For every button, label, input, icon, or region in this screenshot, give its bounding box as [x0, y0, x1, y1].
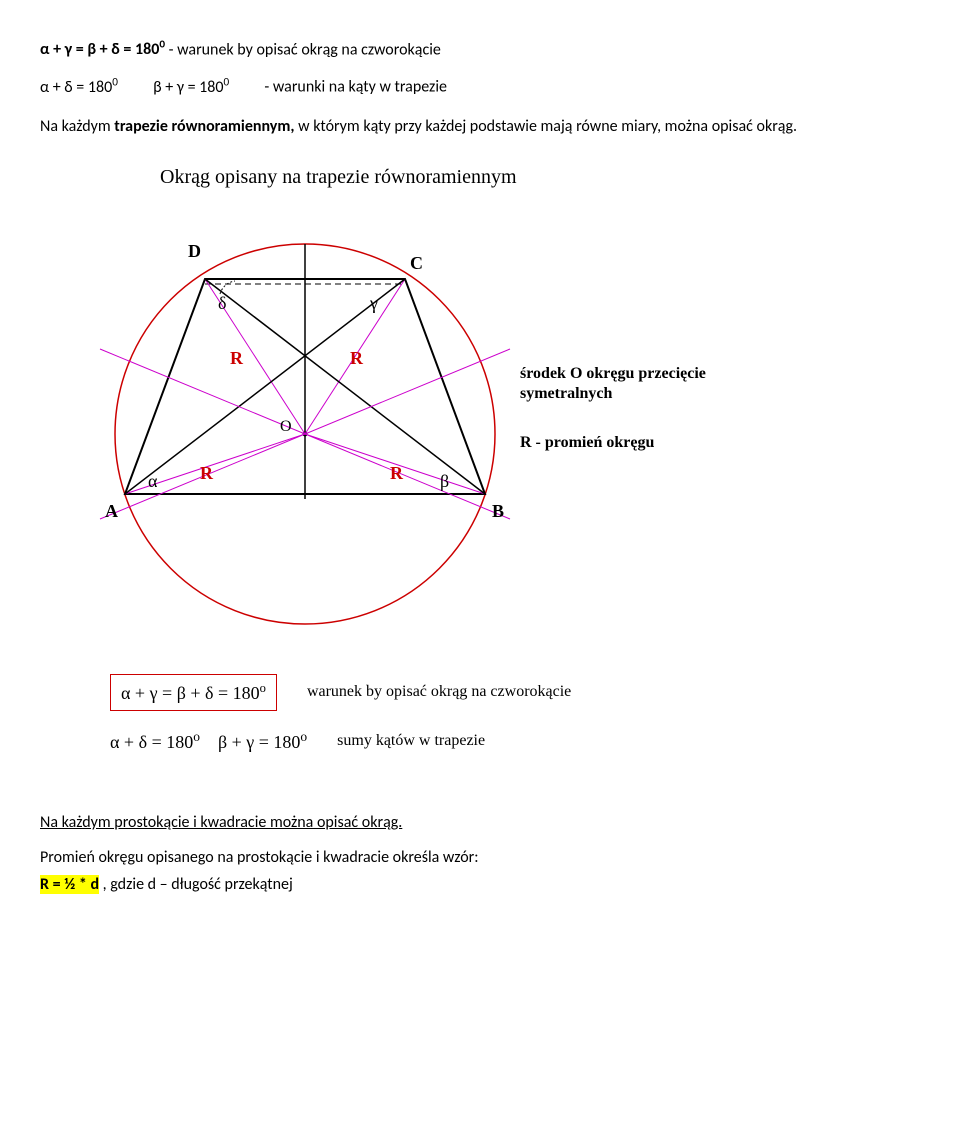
eq-row2-text: sumy kątów w trapezie [337, 732, 485, 750]
diagram-title: Okrąg opisany na trapezie równoramiennym [160, 166, 920, 189]
footer-formula: R = ½ * d [40, 875, 99, 894]
footer-formula-line: R = ½ * d , gdzie d – długość przekątnej [40, 875, 920, 894]
line2: α + δ = 1800 β + γ = 1800 - warunki na k… [40, 75, 920, 96]
eq-row1-text: warunek by opisać okrąg na czworokącie [307, 683, 571, 701]
eq-row-2: α + δ = 180o β + γ = 180o sumy kątów w t… [110, 729, 920, 753]
para1: Na każdym trapezie równoramiennym, w któ… [40, 117, 920, 136]
header-desc: - warunek by opisać okrąg na czworokącie [169, 40, 441, 59]
diagonal-AC [125, 279, 405, 494]
header-formula-line: α + γ = β + δ = 1800 - warunek by opisać… [40, 38, 920, 59]
label-C: C [410, 253, 423, 273]
label-D: D [188, 241, 201, 261]
footer-tail: , gdzie d – długość przekątnej [99, 875, 293, 894]
diagonal-BD [205, 279, 485, 494]
label-R3: R [200, 463, 214, 483]
eq-row2-mid: β + γ = 180o [218, 729, 307, 753]
equation-block: α + γ = β + δ = 180o warunek by opisać o… [110, 674, 920, 753]
line2-left: α + δ = 1800 [40, 78, 121, 97]
line2-desc: - warunki na kąty w trapezie [264, 78, 447, 97]
label-gamma: γ [369, 293, 378, 313]
label-R2: R [350, 348, 364, 368]
diagram-svg: A B C D O α β γ δ R R R R [40, 199, 600, 629]
eq-row2-left: α + δ = 180o [110, 729, 200, 753]
label-beta: β [440, 471, 449, 491]
line2-mid: β + γ = 1800 [153, 78, 233, 97]
diagram-section: Okrąg opisany na trapezie równoramiennym… [40, 166, 920, 634]
footer-line1: Na każdym prostokącie i kwadracie można … [40, 813, 920, 832]
label-delta: δ [218, 293, 226, 313]
eq-box: α + γ = β + δ = 180o [110, 674, 277, 711]
label-R1: R [230, 348, 244, 368]
label-B: B [492, 501, 504, 521]
label-O: O [280, 418, 292, 435]
side-note-2: R - promień okręgu [520, 434, 720, 452]
label-R4: R [390, 463, 404, 483]
label-alpha: α [148, 471, 158, 491]
header-formula: α + γ = β + δ = 1800 [40, 40, 169, 59]
eq-row-1: α + γ = β + δ = 180o warunek by opisać o… [110, 674, 920, 711]
side-note-1: środek O okręgu przecięcie symetralnych [520, 364, 720, 406]
label-A: A [105, 501, 118, 521]
footer-line2: Promień okręgu opisanego na prostokącie … [40, 848, 920, 867]
